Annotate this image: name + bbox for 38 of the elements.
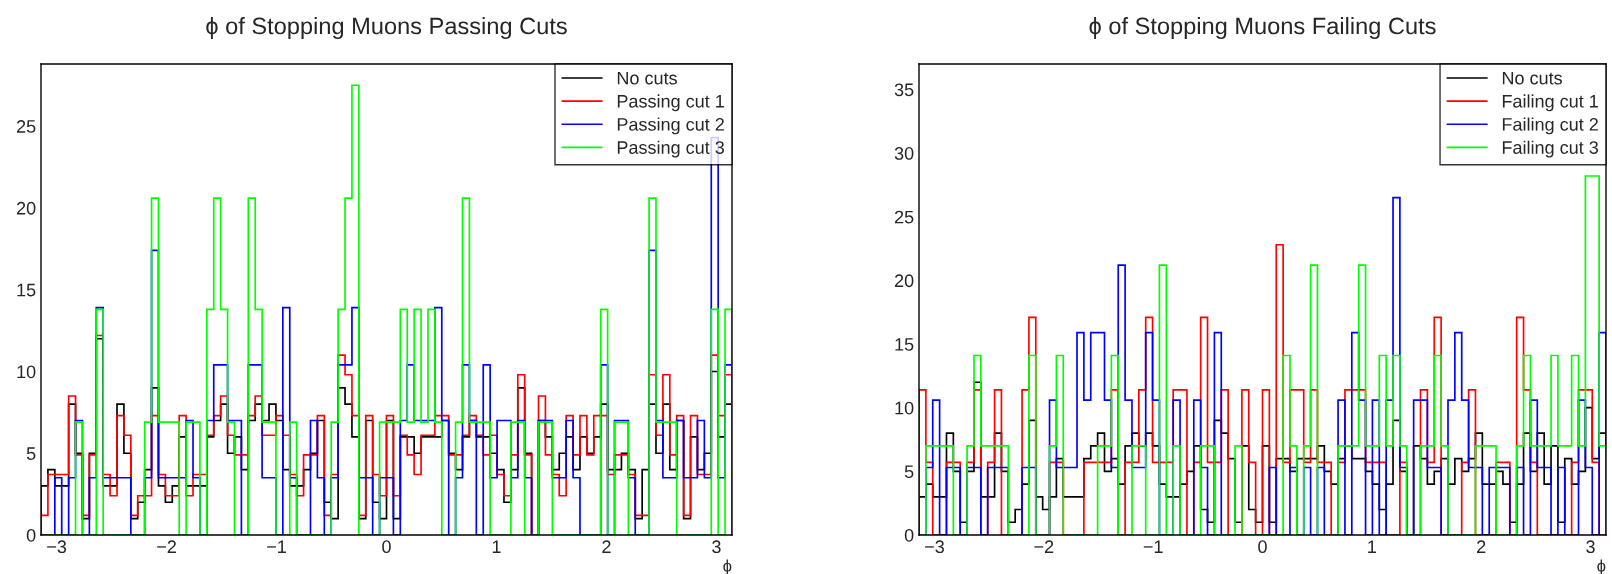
y-tick-label: 5 bbox=[26, 447, 36, 460]
x-tick-label: −1 bbox=[267, 540, 286, 553]
legend-label: No cuts bbox=[617, 71, 677, 85]
chart-title: ϕ of Stopping Muons Failing Cuts bbox=[1089, 17, 1436, 39]
y-tick-label: 35 bbox=[894, 83, 914, 97]
y-tick-label: 20 bbox=[894, 274, 914, 288]
y-tick-label: 0 bbox=[904, 528, 914, 542]
x-tick-label: 0 bbox=[1258, 540, 1267, 554]
y-tick-label: 20 bbox=[16, 201, 36, 215]
x-tick-label: 1 bbox=[492, 540, 501, 553]
x-tick-label: 2 bbox=[602, 540, 611, 553]
y-tick-label: 15 bbox=[17, 283, 36, 297]
legend-label: Failing cut 2 bbox=[1502, 117, 1598, 135]
x-tick-label: 0 bbox=[382, 540, 391, 554]
legend-label: Passing cut 3 bbox=[617, 140, 724, 158]
legend-label: Failing cut 3 bbox=[1502, 140, 1598, 158]
x-tick-label: 2 bbox=[1477, 540, 1486, 553]
x-tick-label: −1 bbox=[1143, 540, 1163, 553]
legend-label: Failing cut 1 bbox=[1502, 94, 1598, 112]
y-tick-label: 15 bbox=[895, 338, 914, 351]
x-tick-label: −2 bbox=[157, 540, 176, 553]
legend-label: No cuts bbox=[1502, 71, 1562, 85]
y-tick-label: 10 bbox=[17, 365, 36, 379]
legend-label: Passing cut 2 bbox=[617, 117, 724, 135]
x-tick-label: −3 bbox=[47, 540, 67, 554]
x-tick-label: −2 bbox=[1034, 540, 1054, 553]
y-tick-label: 5 bbox=[904, 465, 914, 479]
y-tick-label: 25 bbox=[16, 120, 36, 133]
y-tick-label: 25 bbox=[894, 210, 914, 224]
x-tick-label: 3 bbox=[1586, 540, 1595, 554]
y-tick-label: 0 bbox=[26, 528, 36, 542]
y-tick-label: 30 bbox=[894, 147, 914, 160]
x-tick-label: 1 bbox=[1368, 540, 1376, 553]
legend-label: Passing cut 1 bbox=[617, 94, 724, 112]
x-tick-label: 3 bbox=[712, 540, 721, 554]
x-tick-label: −3 bbox=[925, 540, 944, 554]
y-tick-label: 10 bbox=[895, 401, 914, 415]
chart-title: ϕ of Stopping Muons Passing Cuts bbox=[206, 17, 567, 39]
